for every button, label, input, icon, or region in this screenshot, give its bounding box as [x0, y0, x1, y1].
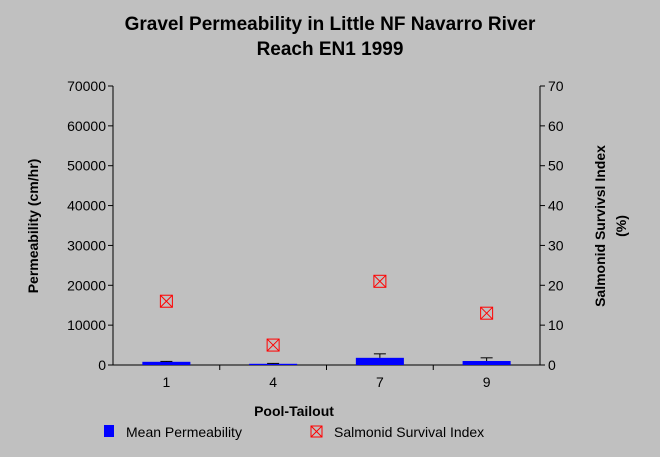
bar-mean-permeability — [142, 361, 191, 365]
x-tick-label: 1 — [162, 374, 170, 390]
marker-salmonid-survival — [480, 306, 494, 320]
y2-tick-label: 70 — [548, 78, 564, 94]
y-tick-label: 60000 — [67, 118, 106, 134]
legend-label-salmonid-survival: Salmonid Survival Index — [334, 424, 484, 440]
y2-tick-label: 10 — [548, 317, 564, 333]
y2-tick-label: 20 — [548, 277, 564, 293]
bar-mean-permeability — [249, 363, 298, 365]
y-tick-label: 40000 — [67, 198, 106, 214]
error-bar — [480, 357, 493, 362]
marker-salmonid-survival — [159, 294, 173, 308]
y-axis-title: Permeability (cm/hr) — [25, 159, 41, 294]
y2-tick-label: 0 — [548, 357, 556, 373]
bar-mean-permeability — [462, 361, 511, 365]
y2-tick-label: 50 — [548, 158, 564, 174]
y2-tick-label: 30 — [548, 237, 564, 253]
y2-tick-label: 40 — [548, 198, 564, 214]
error-bar — [373, 353, 386, 358]
y-tick-label: 10000 — [67, 317, 106, 333]
y-tick-label: 0 — [98, 357, 106, 373]
y2-tick-label: 60 — [548, 118, 564, 134]
plot-area — [113, 86, 540, 365]
legend-label-mean-permeability: Mean Permeability — [126, 424, 242, 440]
legend: Mean Permeability Salmonid Survival Inde… — [104, 424, 484, 440]
y-tick-label: 70000 — [67, 78, 106, 94]
chart-subtitle: Reach EN1 1999 — [256, 39, 404, 60]
x-axis-title: Pool-Tailout — [254, 403, 334, 419]
y-tick-label: 20000 — [67, 277, 106, 293]
y2-axis-title-line1: Salmonid Survivsl Index — [592, 145, 608, 307]
y-tick-label: 30000 — [67, 237, 106, 253]
legend-swatch-mean-permeability — [104, 425, 114, 437]
chart-title: Gravel Permeability in Little NF Navarro… — [124, 14, 536, 35]
y-tick-label: 50000 — [67, 158, 106, 174]
legend-swatch-salmonid-survival — [310, 425, 323, 438]
x-tick-label: 4 — [269, 374, 277, 390]
marker-salmonid-survival — [373, 274, 387, 288]
marker-salmonid-survival — [266, 338, 280, 352]
y2-axis-title-line2: (%) — [613, 215, 629, 237]
x-tick-label: 9 — [483, 374, 491, 390]
x-tick-label: 7 — [376, 374, 384, 390]
bar-mean-permeability — [355, 357, 404, 365]
